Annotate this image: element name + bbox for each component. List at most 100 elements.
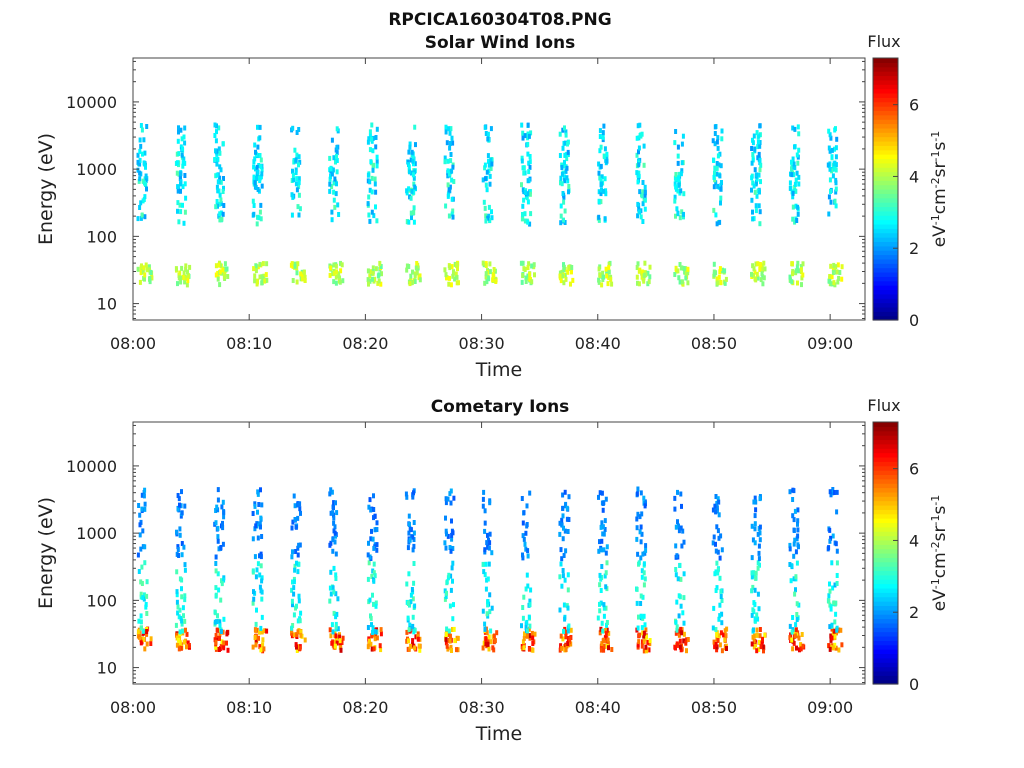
heatmap-cell bbox=[136, 152, 140, 158]
heatmap-cell bbox=[793, 219, 797, 225]
heatmap-cell bbox=[410, 587, 414, 592]
heatmap-cell bbox=[604, 584, 608, 590]
heatmap-cell bbox=[296, 552, 300, 558]
colorbar-swatch bbox=[873, 635, 898, 641]
heatmap-cell bbox=[532, 262, 536, 268]
heatmap-cell bbox=[149, 641, 153, 646]
heatmap-cell bbox=[294, 524, 298, 530]
heatmap-cell bbox=[673, 181, 677, 187]
heatmap-cell bbox=[795, 601, 799, 607]
colorbar-swatch bbox=[873, 145, 898, 151]
heatmap-cell bbox=[675, 624, 679, 630]
heatmap-cell bbox=[606, 281, 610, 287]
heatmap-cell bbox=[635, 586, 639, 592]
heatmap-cell bbox=[714, 494, 718, 499]
heatmap-cell bbox=[486, 131, 490, 137]
heatmap-cell bbox=[526, 141, 530, 147]
heatmap-cell bbox=[750, 146, 754, 151]
colorbar-swatch bbox=[873, 245, 898, 251]
heatmap-cell bbox=[444, 631, 448, 637]
heatmap-cell bbox=[379, 281, 383, 287]
heatmap-cell bbox=[601, 531, 605, 537]
heatmap-cell bbox=[483, 621, 487, 627]
heatmap-cell bbox=[750, 187, 753, 193]
heatmap-cell bbox=[524, 625, 528, 631]
heatmap-cell bbox=[217, 587, 221, 593]
heatmap-cell bbox=[188, 264, 192, 270]
heatmap-cell bbox=[827, 278, 831, 284]
heatmap-cell bbox=[789, 632, 793, 638]
heatmap-cell bbox=[218, 282, 222, 288]
heatmap-cell bbox=[411, 547, 415, 553]
heatmap-cell bbox=[719, 200, 722, 206]
heatmap-cell bbox=[528, 646, 531, 652]
heatmap-cell bbox=[751, 216, 755, 222]
heatmap-cell bbox=[412, 210, 416, 215]
heatmap-cell bbox=[673, 198, 677, 204]
heatmap-cell bbox=[713, 170, 716, 176]
heatmap-cell bbox=[795, 630, 799, 636]
heatmap-cell bbox=[483, 520, 487, 526]
heatmap-cell bbox=[225, 266, 229, 272]
heatmap-cell bbox=[640, 625, 644, 631]
heatmap-cell bbox=[332, 520, 336, 526]
heatmap-cell bbox=[799, 267, 803, 273]
heatmap-cell bbox=[411, 623, 415, 629]
heatmap-cell bbox=[828, 177, 832, 183]
heatmap-cell bbox=[180, 586, 183, 592]
heatmap-cell bbox=[259, 202, 263, 208]
heatmap-cell bbox=[183, 173, 187, 178]
heatmap-cell bbox=[750, 160, 754, 166]
heatmap-cell bbox=[296, 569, 300, 575]
heatmap-cell bbox=[341, 635, 345, 641]
heatmap-cell bbox=[756, 139, 760, 145]
heatmap-cell bbox=[183, 140, 187, 146]
heatmap-cell bbox=[828, 646, 832, 652]
heatmap-cell bbox=[253, 180, 257, 186]
heatmap-cell bbox=[718, 219, 722, 225]
heatmap-cell bbox=[604, 570, 608, 576]
heatmap-cell bbox=[757, 556, 761, 562]
heatmap-cell bbox=[680, 503, 683, 509]
colorbar-unit-label: eV-1cm-2sr-1s-1 bbox=[929, 131, 951, 248]
heatmap-cell bbox=[219, 210, 223, 216]
heatmap-cell bbox=[640, 568, 644, 574]
heatmap-cell bbox=[487, 276, 491, 282]
heatmap-cell bbox=[175, 592, 179, 598]
heatmap-cell bbox=[482, 569, 486, 575]
heatmap-cell bbox=[145, 593, 149, 599]
heatmap-cell bbox=[715, 276, 719, 282]
heatmap-cell bbox=[328, 272, 332, 278]
colorbar-swatch bbox=[873, 627, 898, 633]
heatmap-cell bbox=[489, 628, 493, 634]
colorbar-swatch bbox=[873, 456, 898, 462]
heatmap-cell bbox=[292, 612, 296, 618]
heatmap-cell bbox=[528, 602, 532, 608]
heatmap-cell bbox=[483, 508, 487, 514]
colorbar-tick-label: 4 bbox=[909, 531, 919, 550]
heatmap-cell bbox=[712, 261, 716, 267]
heatmap-cell bbox=[253, 501, 257, 507]
heatmap-cell bbox=[297, 180, 301, 186]
heatmap-cell bbox=[686, 266, 690, 272]
heatmap-cell bbox=[603, 216, 607, 222]
heatmap-cell bbox=[750, 555, 754, 561]
heatmap-cell bbox=[335, 181, 338, 187]
heatmap-cell bbox=[488, 500, 492, 506]
heatmap-cell bbox=[405, 267, 409, 273]
heatmap-cell bbox=[827, 145, 831, 151]
heatmap-cell bbox=[486, 136, 490, 142]
heatmap-cell bbox=[183, 503, 187, 509]
heatmap-cell bbox=[251, 536, 255, 542]
heatmap-cell bbox=[264, 272, 268, 278]
heatmap-cell bbox=[601, 524, 605, 530]
solar-wind-panel: Solar Wind Ions 08:00 08:10 08:20 08:30 08:4… bbox=[35, 32, 950, 381]
heatmap-cell bbox=[334, 500, 337, 506]
heatmap-cell bbox=[260, 274, 264, 280]
heatmap-cell bbox=[335, 169, 339, 175]
heatmap-cell bbox=[138, 634, 142, 640]
heatmap-cell bbox=[717, 499, 721, 505]
heatmap-cell bbox=[598, 128, 602, 134]
heatmap-cell bbox=[218, 192, 222, 198]
heatmap-cell bbox=[757, 550, 761, 556]
